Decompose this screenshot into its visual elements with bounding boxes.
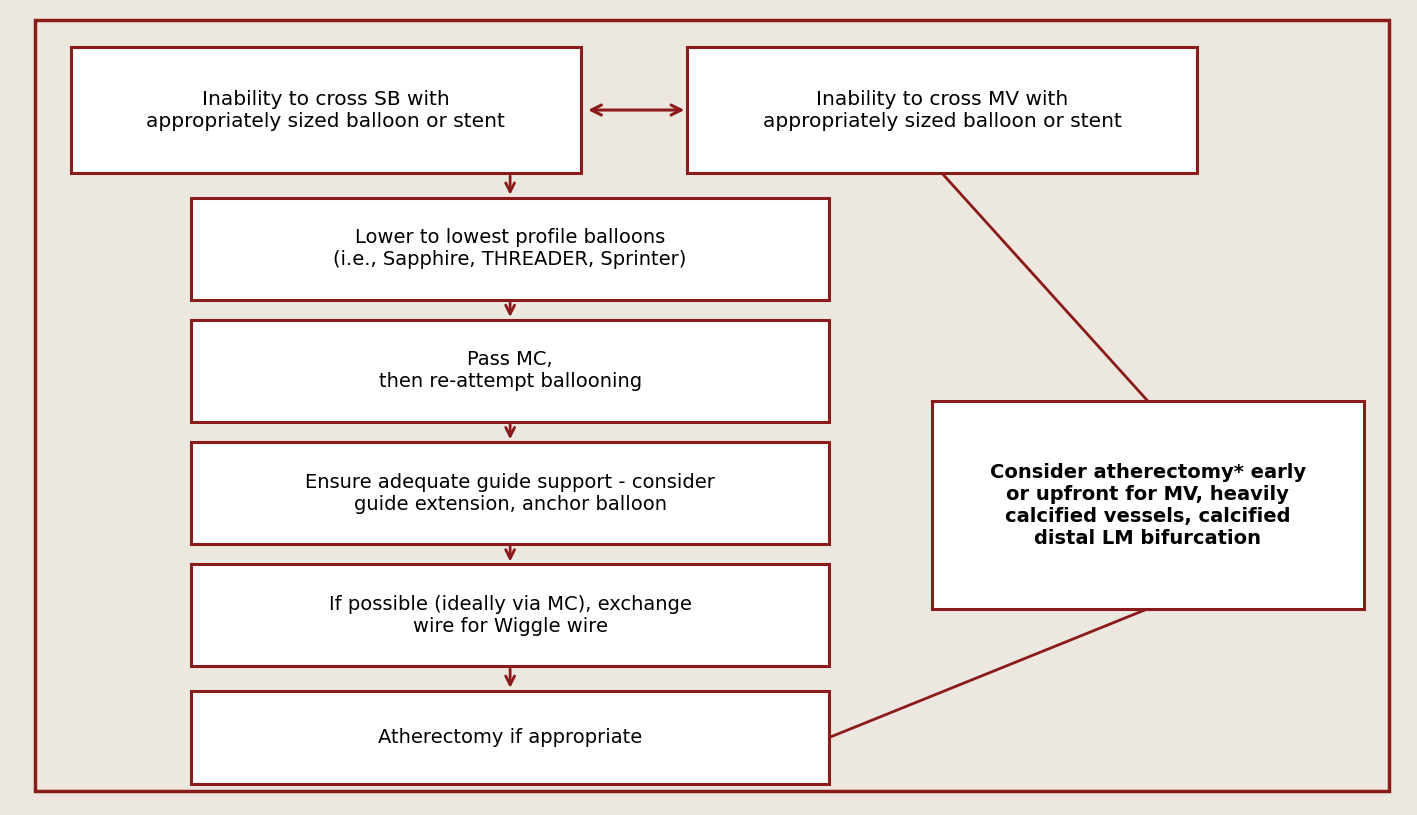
Bar: [191, 198, 829, 300]
Text: Lower to lowest profile balloons
(i.e., Sapphire, THREADER, Sprinter): Lower to lowest profile balloons (i.e., …: [333, 228, 687, 269]
Bar: [191, 442, 829, 544]
Text: Ensure adequate guide support - consider
guide extension, anchor balloon: Ensure adequate guide support - consider…: [305, 473, 716, 513]
Text: If possible (ideally via MC), exchange
wire for Wiggle wire: If possible (ideally via MC), exchange w…: [329, 595, 691, 636]
Bar: [71, 46, 581, 174]
Text: Consider atherectomy* early
or upfront for MV, heavily
calcified vessels, calcif: Consider atherectomy* early or upfront f…: [989, 463, 1306, 548]
Bar: [191, 320, 829, 422]
Text: Atherectomy if appropriate: Atherectomy if appropriate: [378, 728, 642, 747]
Bar: [191, 691, 829, 784]
Bar: [932, 402, 1365, 610]
Text: Inability to cross MV with
appropriately sized balloon or stent: Inability to cross MV with appropriately…: [762, 90, 1122, 130]
Bar: [687, 46, 1197, 174]
Text: Inability to cross SB with
appropriately sized balloon or stent: Inability to cross SB with appropriately…: [146, 90, 506, 130]
Text: Pass MC,
then re-attempt ballooning: Pass MC, then re-attempt ballooning: [378, 350, 642, 391]
Bar: [191, 565, 829, 667]
